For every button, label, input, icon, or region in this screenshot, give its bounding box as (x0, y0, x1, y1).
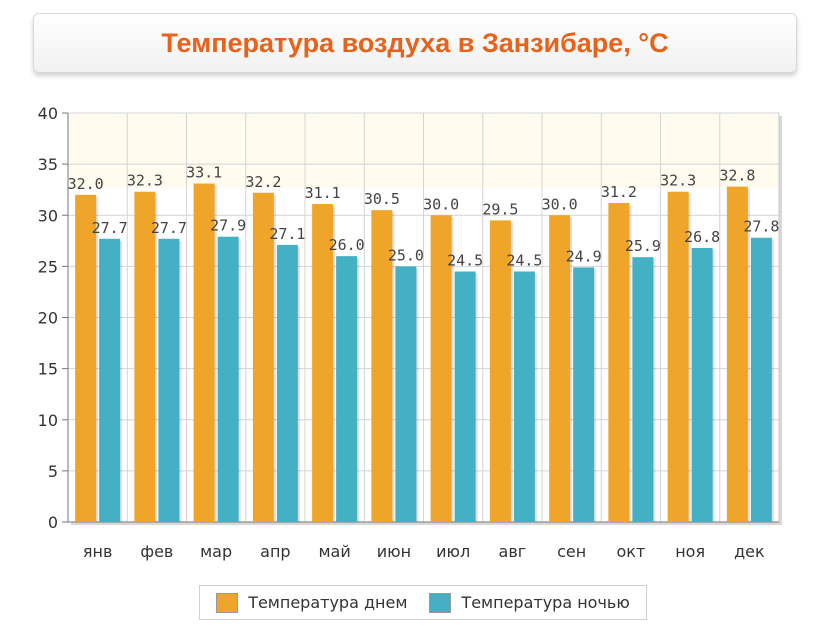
x-tick-label: дек (734, 542, 765, 561)
data-label: 32.3 (127, 172, 163, 190)
bar-chart: 0 5 10 15 20 25 30 35 40 32.0 27.7 янв 32.3 27.7 фев 33… (38, 104, 782, 561)
bar (336, 256, 358, 522)
data-label: 31.2 (601, 183, 637, 201)
data-label: 27.7 (92, 219, 128, 237)
legend-label-day: Температура днем (248, 593, 408, 612)
data-label: 27.7 (151, 219, 187, 237)
bar (549, 215, 571, 522)
data-label: 24.5 (447, 251, 483, 269)
bar (371, 210, 393, 522)
bar (217, 236, 239, 522)
y-tick-label: 30 (38, 206, 58, 225)
bar (252, 192, 274, 522)
data-label: 31.1 (305, 184, 341, 202)
bar (75, 194, 97, 523)
data-label: 33.1 (186, 164, 222, 182)
bar (395, 266, 417, 522)
y-tick-label: 15 (38, 360, 58, 379)
data-label: 32.3 (660, 172, 696, 190)
x-tick-label: апр (260, 542, 290, 561)
bar (691, 247, 713, 522)
bar (489, 220, 511, 523)
data-label: 26.0 (329, 236, 365, 254)
legend-swatch-day (216, 592, 239, 613)
bar (193, 183, 215, 523)
x-tick-label: мар (200, 542, 232, 561)
data-label: 24.5 (506, 251, 542, 269)
y-tick-label: 25 (38, 257, 58, 276)
data-label: 27.1 (269, 225, 305, 243)
data-label: 30.0 (542, 195, 578, 213)
data-label: 32.8 (719, 167, 755, 185)
x-tick-label: ноя (675, 542, 705, 561)
data-label: 29.5 (482, 200, 518, 218)
bar (573, 267, 595, 522)
bar (158, 238, 180, 522)
legend-item-day[interactable]: Температура днем (216, 592, 408, 613)
legend-item-night[interactable]: Температура ночью (429, 592, 630, 613)
data-label: 25.0 (388, 246, 424, 264)
bar (608, 202, 630, 523)
chart-title: Температура воздуха в Занзибаре, °C (161, 27, 669, 58)
x-tick-label: окт (616, 542, 645, 561)
chart-legend: Температура днем Температура ночью (199, 585, 647, 620)
bar (134, 191, 156, 523)
x-tick-label: май (318, 542, 350, 561)
x-tick-label: янв (83, 542, 113, 561)
data-label: 24.9 (566, 247, 602, 265)
bar (276, 244, 298, 522)
legend-swatch-night (429, 592, 452, 613)
y-tick-label: 35 (38, 155, 58, 174)
legend-label-night: Температура ночью (461, 593, 630, 612)
x-tick-label: фев (140, 542, 173, 561)
bar (632, 257, 654, 522)
y-tick-label: 20 (38, 309, 58, 328)
y-tick-label: 0 (48, 513, 58, 532)
x-tick-label: авг (499, 542, 527, 561)
data-label: 27.8 (743, 218, 779, 236)
data-label: 25.9 (625, 237, 661, 255)
x-tick-label: июл (436, 542, 470, 561)
bar (312, 204, 334, 522)
data-label: 30.0 (423, 195, 459, 213)
y-tick-label: 5 (48, 462, 58, 481)
chart-title-box: Температура воздуха в Занзибаре, °C (33, 13, 797, 73)
bar (750, 237, 772, 522)
data-label: 27.9 (210, 217, 246, 235)
x-tick-label: июн (377, 542, 411, 561)
bar (454, 271, 476, 522)
x-tick-label: сен (557, 542, 586, 561)
y-tick-label: 10 (38, 411, 58, 430)
data-label: 26.8 (684, 228, 720, 246)
data-label: 32.2 (245, 173, 281, 191)
y-tick-label: 40 (38, 104, 58, 123)
data-label: 32.0 (68, 175, 104, 193)
bar (513, 271, 535, 522)
bar (99, 238, 121, 522)
bar (726, 186, 748, 522)
data-label: 30.5 (364, 190, 400, 208)
bar (430, 215, 452, 522)
bar (667, 191, 689, 523)
